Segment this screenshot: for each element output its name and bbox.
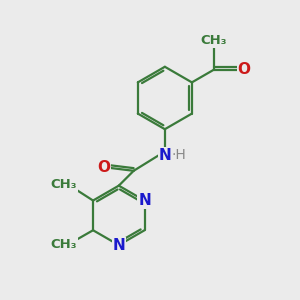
Text: O: O (97, 160, 110, 175)
Text: CH₃: CH₃ (200, 34, 227, 47)
Text: N: N (158, 148, 171, 163)
Text: ·H: ·H (171, 148, 186, 162)
Text: O: O (238, 62, 250, 77)
Text: CH₃: CH₃ (51, 238, 77, 251)
Text: CH₃: CH₃ (51, 178, 77, 191)
Text: N: N (138, 193, 151, 208)
Text: N: N (112, 238, 125, 253)
